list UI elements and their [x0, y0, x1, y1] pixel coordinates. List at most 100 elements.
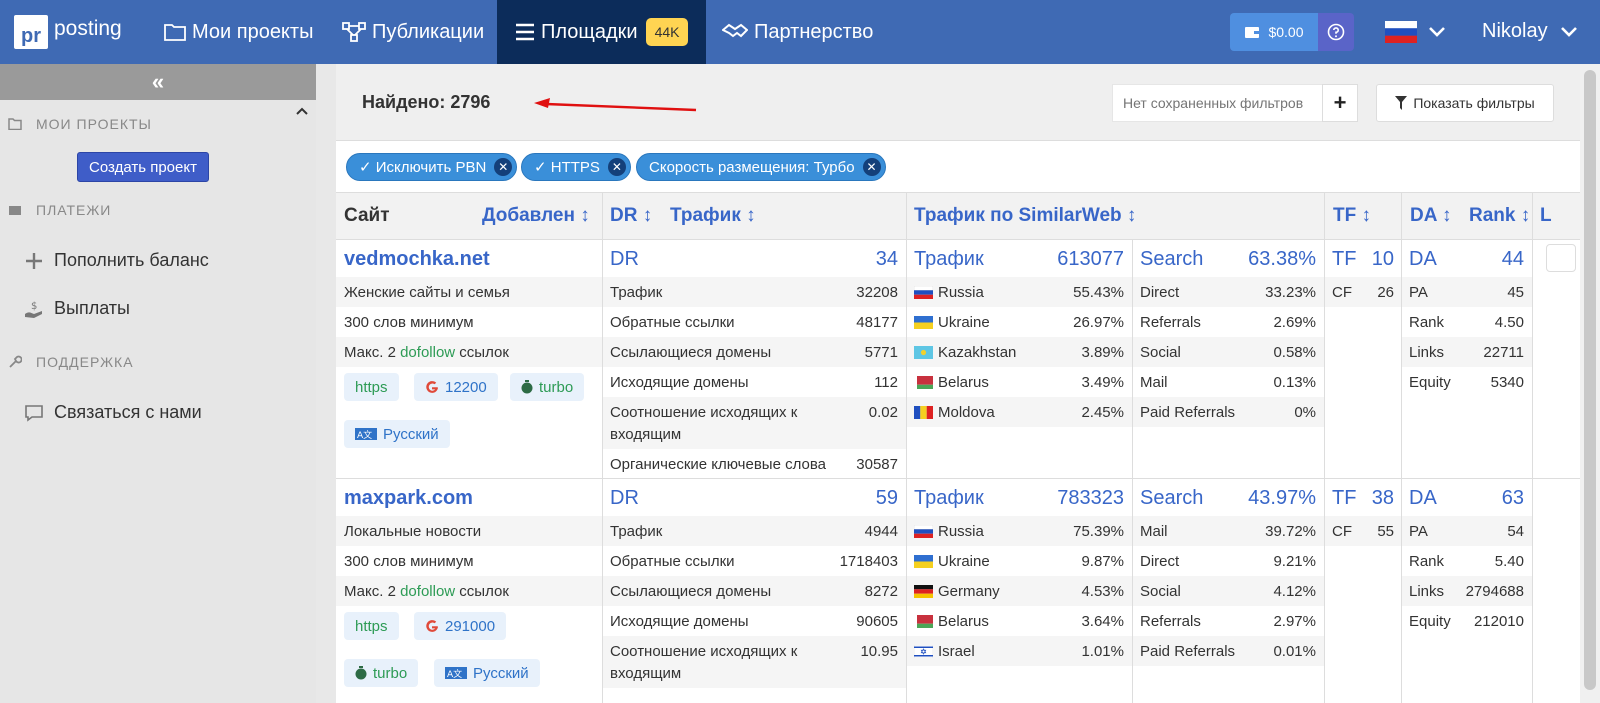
country-value: 55.43%: [1073, 284, 1124, 301]
tag-google-index: 291000: [414, 612, 507, 640]
col-tf-sort[interactable]: TF ↕: [1333, 205, 1371, 226]
close-icon[interactable]: ✕: [494, 158, 513, 176]
metric-value: 1718403: [839, 553, 898, 570]
chevron-down-icon[interactable]: [1428, 26, 1446, 38]
translate-icon: A文: [355, 428, 377, 440]
source-label: Social: [1140, 344, 1181, 361]
metric-value: 30587: [856, 456, 898, 473]
metric-label: Исходящие домены: [610, 613, 749, 630]
site-category: Локальные новости: [344, 523, 482, 540]
chip-exclude-pbn[interactable]: ✓ Исключить PBN ✕: [346, 153, 518, 181]
nav-platforms[interactable]: Площадки 44K: [497, 0, 706, 64]
moz-label: PA: [1409, 523, 1428, 540]
da-label: DA: [1409, 248, 1437, 270]
chat-icon: [25, 404, 43, 422]
chip-speed-turbo[interactable]: Скорость размещения: Турбо ✕: [636, 153, 886, 181]
metric-value: 32208: [856, 284, 898, 301]
site-link[interactable]: maxpark.com: [344, 487, 473, 509]
chip-https[interactable]: ✓ HTTPS ✕: [521, 153, 631, 181]
sidebar-item-label: Пополнить баланс: [54, 250, 209, 270]
active-filter-chips: ✓ Исключить PBN ✕ ✓ HTTPS ✕ Скорость разме…: [336, 140, 1580, 192]
moz-label: PA: [1409, 284, 1428, 301]
moz-label: Links: [1409, 344, 1445, 361]
site-words: 300 слов минимум: [344, 314, 474, 331]
save-filter-button[interactable]: +: [1322, 84, 1358, 122]
country-row: Ukraine: [914, 553, 990, 570]
table-row: vedmochka.net Женские сайты и семья 300 …: [336, 240, 1580, 479]
scrollbar-thumb[interactable]: [1584, 70, 1596, 690]
moz-label: Rank: [1409, 553, 1445, 570]
country-row: Israel: [914, 643, 975, 660]
metric-label: Трафик: [610, 523, 663, 540]
metric-value: 8272: [864, 583, 898, 600]
source-value: 2.97%: [1273, 613, 1316, 630]
tf-value: 38: [1371, 487, 1394, 509]
saved-filters-input[interactable]: [1112, 84, 1322, 122]
country-row: Belarus: [914, 374, 989, 391]
metric-label: Органические ключевые слова: [610, 456, 826, 473]
source-label: Mail: [1140, 523, 1168, 540]
balance-button[interactable]: $0.00: [1230, 13, 1318, 51]
russia-flag-icon[interactable]: [1385, 21, 1417, 43]
divider: [1401, 192, 1402, 703]
country-value: 4.53%: [1081, 583, 1124, 600]
logo[interactable]: pr posting: [14, 15, 122, 49]
dr-label: DR: [610, 487, 639, 509]
metric-label: входящим: [610, 426, 682, 443]
nav-partnership[interactable]: Партнерство: [722, 0, 873, 64]
tag-https: https: [344, 373, 399, 401]
close-icon[interactable]: ✕: [607, 158, 626, 176]
da-label: DA: [1409, 487, 1437, 509]
nav-my-projects[interactable]: Мои проекты: [164, 0, 313, 64]
chevron-up-icon[interactable]: [296, 102, 308, 120]
tag-https: https: [344, 612, 399, 640]
divider: [1532, 192, 1533, 703]
sw-traffic-value: 783323: [1057, 487, 1124, 509]
sidebar-item-contact[interactable]: Связаться с нами: [24, 402, 202, 423]
sw-traffic-label: Трафик: [914, 248, 984, 270]
metric-value: 48177: [856, 314, 898, 331]
source-value: 2.69%: [1273, 314, 1316, 331]
close-icon[interactable]: ✕: [862, 158, 881, 176]
col-da-sort[interactable]: DA ↕: [1410, 205, 1452, 226]
metric-value: 90605: [856, 613, 898, 630]
show-filters-button[interactable]: Показать фильтры: [1376, 84, 1554, 122]
tag-turbo: turbo: [344, 659, 419, 687]
section-payments: ПЛАТЕЖИ: [8, 202, 111, 218]
col-l-sort[interactable]: L: [1540, 205, 1552, 226]
country-value: 9.87%: [1081, 553, 1124, 570]
col-rank-sort[interactable]: Rank ↕: [1469, 205, 1531, 226]
col-dr-sort[interactable]: DR ↕: [610, 205, 653, 226]
col-added-sort[interactable]: Добавлен ↕: [482, 205, 590, 226]
sidebar-collapse-button[interactable]: «: [0, 64, 316, 100]
metric-value: 5771: [864, 344, 898, 361]
create-project-button[interactable]: Создать проект: [77, 152, 209, 182]
sidebar-item-payouts[interactable]: $ Выплаты: [24, 298, 130, 319]
col-traffic-sort[interactable]: Трафик ↕: [670, 205, 756, 226]
da-value: 63: [1501, 487, 1524, 509]
dr-label: DR: [610, 248, 639, 270]
sidebar-item-topup[interactable]: Пополнить баланс: [24, 250, 209, 271]
help-button[interactable]: [1318, 13, 1354, 51]
source-label: Mail: [1140, 374, 1168, 391]
user-name: Nikolay: [1482, 20, 1548, 42]
ukraine-flag-icon: [914, 555, 933, 568]
metric-label: Соотношение исходящих к: [610, 404, 798, 421]
nav-label: Публикации: [372, 20, 485, 43]
belarus-flag-icon: [914, 376, 933, 389]
israel-flag-icon: [914, 645, 933, 658]
metric-value: 10.95: [860, 643, 898, 660]
divider: [906, 192, 907, 703]
nav-publications[interactable]: Публикации: [342, 0, 484, 64]
source-label: Referrals: [1140, 314, 1201, 331]
search-value: 63.38%: [1248, 248, 1316, 270]
col-similarweb-sort[interactable]: Трафик по SimilarWeb ↕: [914, 205, 1137, 226]
chip-label: ✓ HTTPS: [534, 159, 600, 176]
svg-text:A文: A文: [447, 668, 462, 679]
site-link[interactable]: vedmochka.net: [344, 248, 490, 270]
source-label: Direct: [1140, 553, 1180, 570]
moldova-flag-icon: [914, 406, 933, 419]
user-menu[interactable]: Nikolay: [1482, 20, 1578, 43]
divider: [1132, 240, 1133, 703]
country-value: 3.64%: [1081, 613, 1124, 630]
